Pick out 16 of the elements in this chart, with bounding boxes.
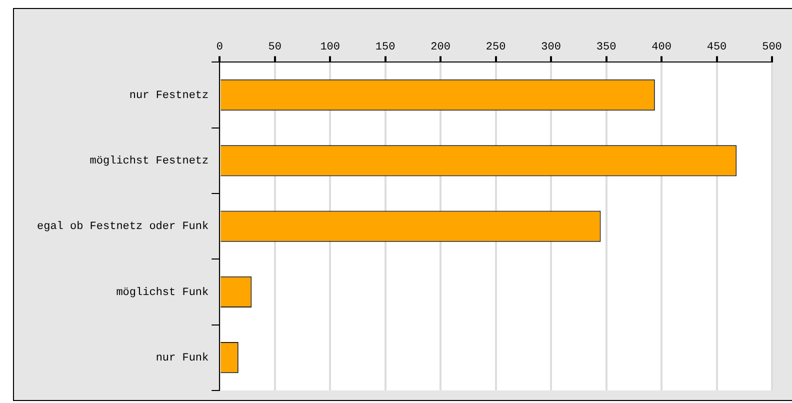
x-tick-label: 100 xyxy=(320,42,340,54)
x-tick-label: 150 xyxy=(375,42,396,54)
x-tick-label: 200 xyxy=(430,42,450,54)
x-tick-label: 450 xyxy=(706,42,727,54)
x-tick-label: 50 xyxy=(268,42,282,54)
x-tick-label: 350 xyxy=(596,42,616,54)
x-tick-label: 0 xyxy=(216,42,223,54)
y-tick-label: nur Funk xyxy=(156,352,210,364)
y-tick-label: möglichst Funk xyxy=(116,286,210,299)
y-tick-label: nur Festnetz xyxy=(129,90,209,102)
x-tick-label: 250 xyxy=(486,42,506,54)
x-tick-label: 500 xyxy=(762,42,782,54)
y-tick-label: egal ob Festnetz oder Funk xyxy=(36,221,210,234)
x-tick-label: 400 xyxy=(652,42,672,54)
x-tick-label: 300 xyxy=(541,42,561,54)
y-tick-label: möglichst Festnetz xyxy=(90,156,209,168)
